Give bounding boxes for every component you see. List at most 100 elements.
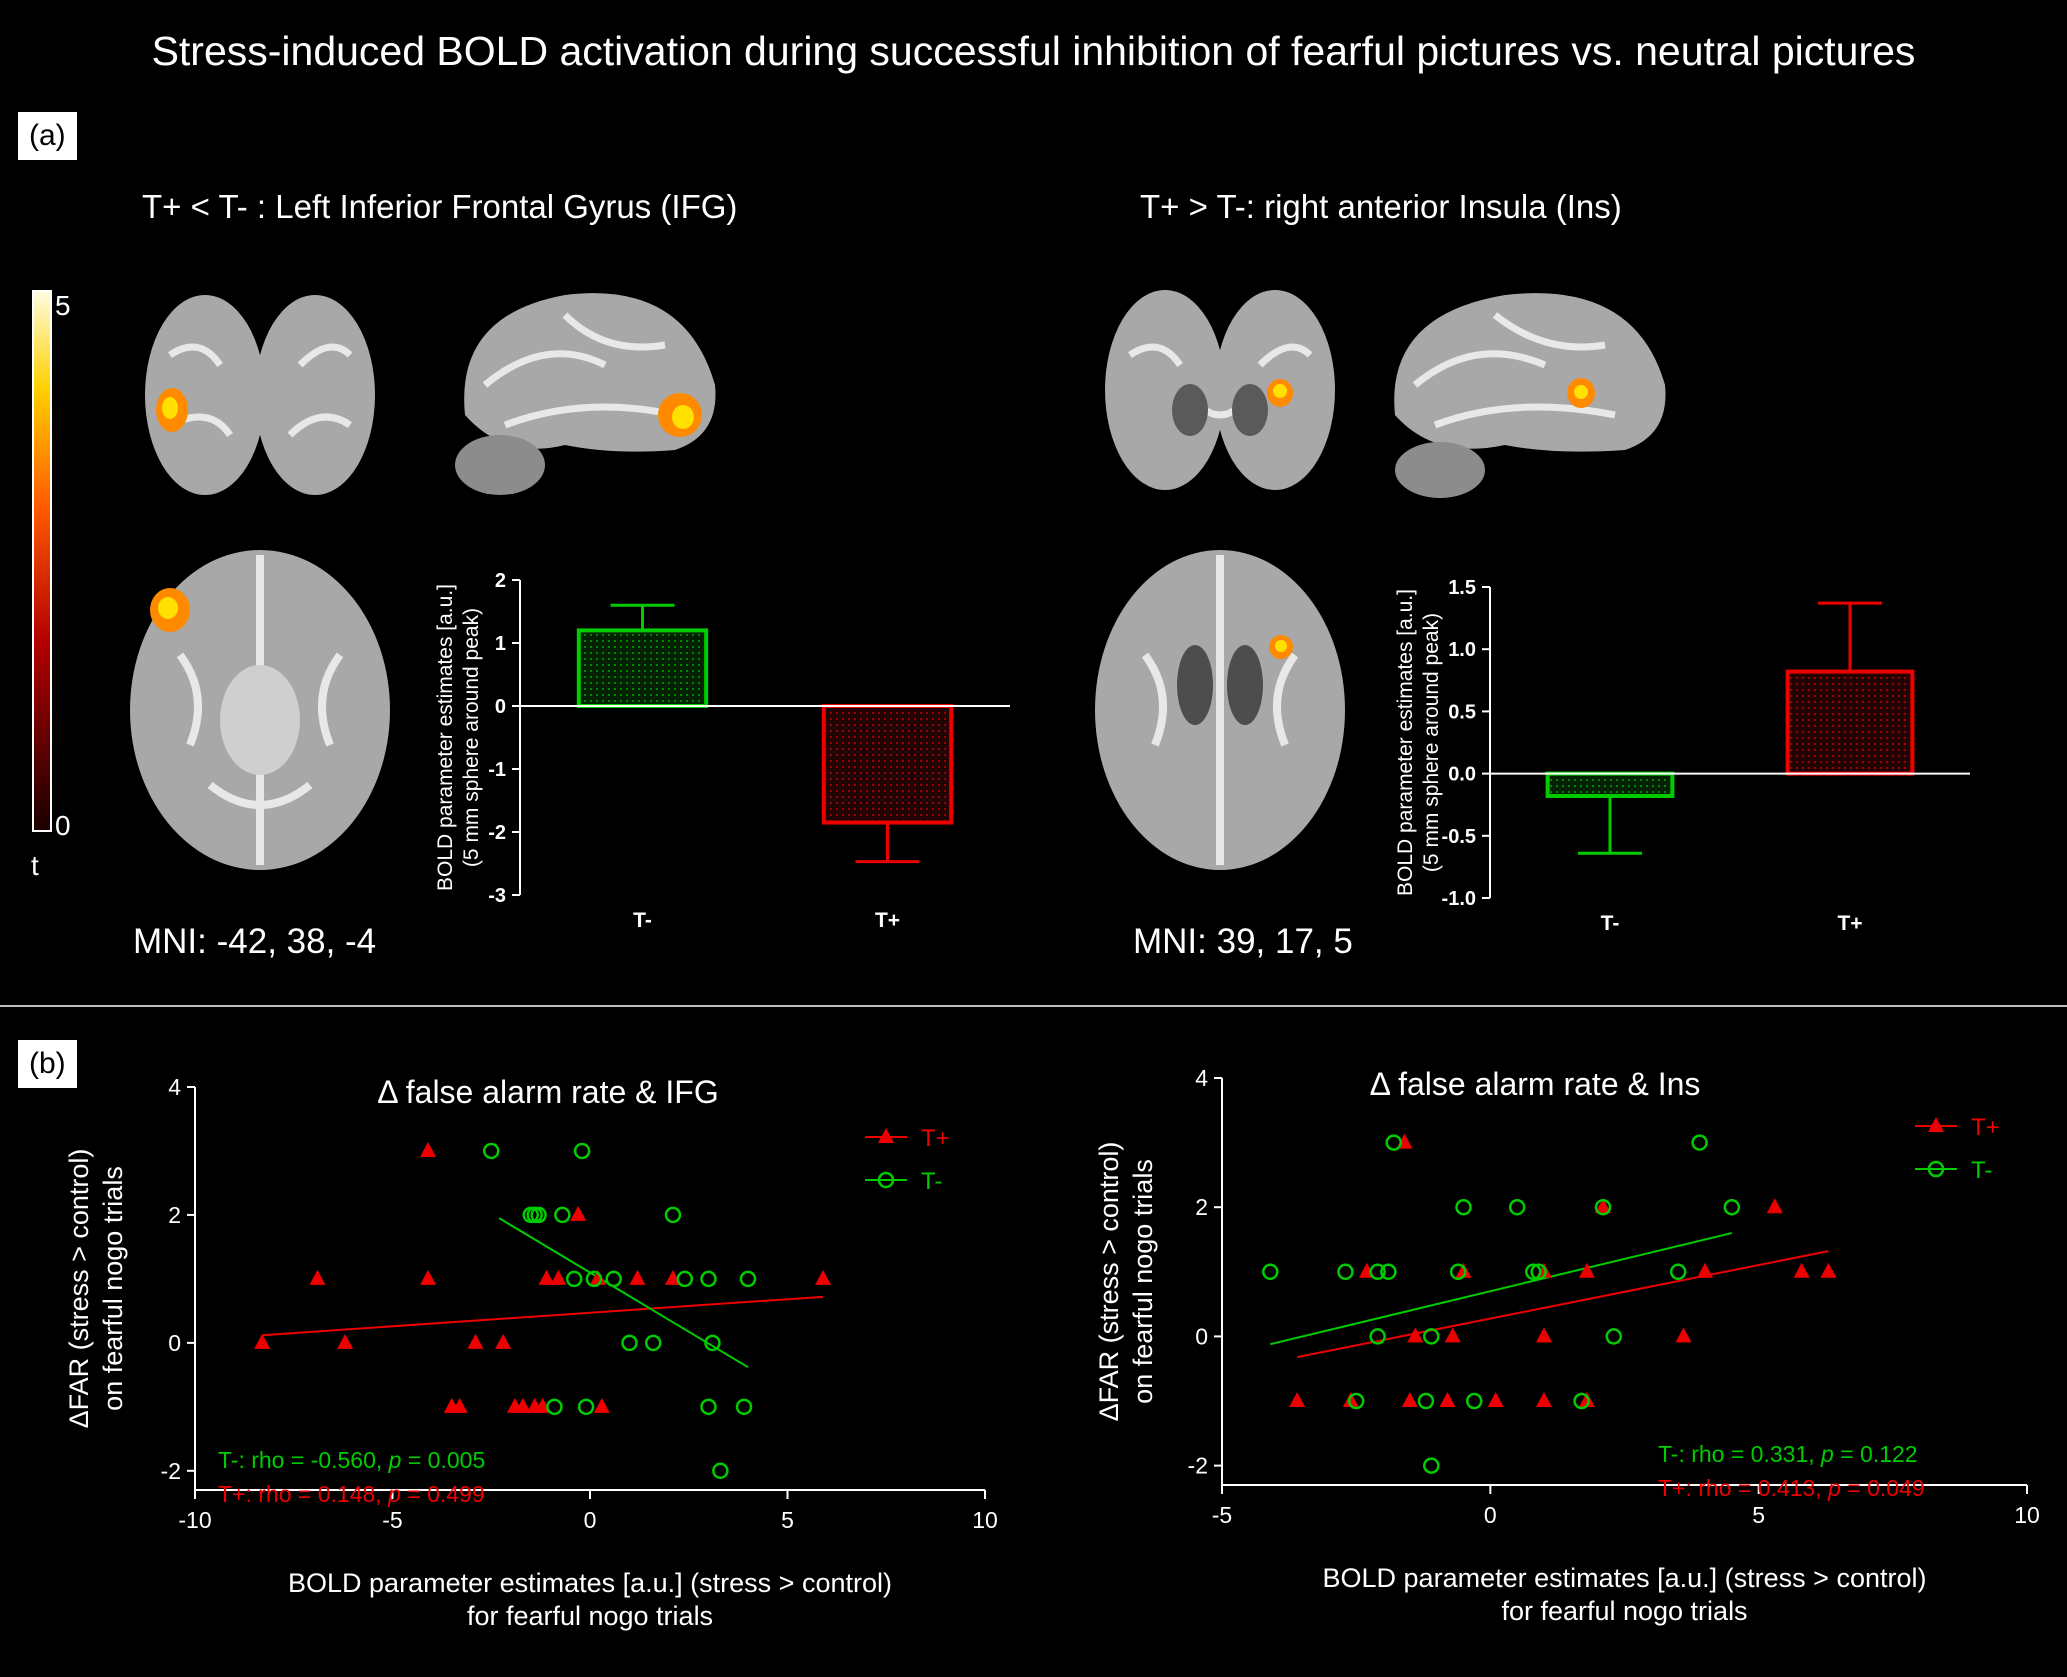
bar-chart-ins: 1.5 1.0 0.5 0.0 -0.5 -1.0 BOLD parameter estim… bbox=[1394, 577, 1970, 935]
data-point-t-plus bbox=[1455, 1262, 1472, 1278]
x-tick-label: -5 bbox=[382, 1507, 402, 1533]
data-point-t-minus bbox=[1594, 1198, 1612, 1216]
stats-t-minus: T-: rho = -0.560, p = 0.005 bbox=[218, 1447, 485, 1473]
brain-sagittal-ins bbox=[1394, 293, 1666, 498]
data-point-t-minus bbox=[1369, 1328, 1386, 1345]
legend-marker-t-minus bbox=[1927, 1160, 1945, 1178]
y-tick-label: -2 bbox=[161, 1458, 181, 1484]
x-tick-label: 0 bbox=[1484, 1502, 1497, 1528]
fit-line-t-plus bbox=[1296, 1250, 1829, 1359]
data-point-t-plus bbox=[593, 1397, 610, 1413]
colorbar-gradient bbox=[32, 290, 52, 832]
data-point-t-minus bbox=[735, 1398, 753, 1416]
x-tick-label: T+ bbox=[875, 909, 900, 932]
data-point-t-plus bbox=[1578, 1262, 1595, 1278]
legend-marker-t-minus bbox=[877, 1171, 895, 1189]
y-tick-label: 0 bbox=[168, 1330, 181, 1356]
panel-a-label: (a) bbox=[18, 112, 77, 160]
data-point-t-minus bbox=[573, 1142, 591, 1160]
data-point-t-minus bbox=[664, 1206, 682, 1224]
data-point-t-plus bbox=[1536, 1327, 1552, 1343]
left-region-title: T+ < T- : Left Inferior Frontal Gyrus (I… bbox=[142, 188, 738, 225]
data-point-t-plus bbox=[420, 1269, 437, 1285]
brain-sagittal-ifg bbox=[455, 293, 716, 495]
colorbar: 5 0 t bbox=[31, 290, 71, 881]
stats-t-minus: T-: rho = 0.331, p = 0.122 bbox=[1658, 1441, 1918, 1467]
y-tick-label: -2 bbox=[488, 822, 506, 844]
panel-b-label: (b) bbox=[18, 1040, 77, 1088]
data-point-t-plus bbox=[1407, 1327, 1424, 1343]
data-point-t-plus bbox=[254, 1333, 271, 1349]
legend-marker-t-plus bbox=[878, 1128, 894, 1143]
y-tick-label: 2 bbox=[1195, 1194, 1208, 1220]
x-axis-label: BOLD parameter estimates [a.u.] (stress … bbox=[1323, 1563, 1927, 1593]
right-region-title: T+ > T-: right anterior Insula (Ins) bbox=[1140, 188, 1622, 225]
brain-axial-ins bbox=[1095, 550, 1345, 870]
scatter-plot-ins: 4 2 0 -2-5 0 5 10 Δ false alarm rate & Ins BOLD … bbox=[1094, 1065, 2040, 1626]
x-tick-label: 0 bbox=[584, 1507, 597, 1533]
x-axis-label-secondary: for fearful nogo trials bbox=[467, 1601, 713, 1631]
y-tick-label: -2 bbox=[1188, 1453, 1208, 1479]
y-axis-label-secondary: on fearful nogo trials bbox=[98, 1166, 128, 1411]
colorbar-variable: t bbox=[31, 850, 39, 881]
data-point-t-minus bbox=[585, 1270, 603, 1288]
y-tick-label: 0.5 bbox=[1448, 701, 1476, 723]
data-point-t-minus bbox=[1423, 1457, 1440, 1474]
y-tick-label: 1 bbox=[495, 633, 506, 655]
bar-t-minus bbox=[1545, 771, 1675, 798]
data-point-t-plus bbox=[1793, 1262, 1810, 1278]
data-point-t-minus bbox=[1573, 1392, 1590, 1410]
stats-t-plus: T+: rho = 0.148, p = 0.499 bbox=[218, 1481, 485, 1507]
y-tick-label: -0.5 bbox=[1442, 826, 1476, 848]
x-tick-label: 10 bbox=[2014, 1502, 2040, 1528]
data-point-t-plus bbox=[815, 1269, 832, 1285]
data-point-t-plus bbox=[514, 1397, 531, 1413]
x-tick-label: 10 bbox=[972, 1507, 998, 1533]
y-tick-label: 2 bbox=[168, 1202, 181, 1228]
data-point-t-minus bbox=[676, 1270, 694, 1288]
data-point-t-plus bbox=[1675, 1327, 1692, 1343]
data-point-t-minus bbox=[526, 1206, 543, 1224]
data-point-t-minus bbox=[1530, 1263, 1547, 1281]
data-point-t-plus bbox=[420, 1141, 437, 1157]
data-point-t-minus bbox=[739, 1270, 757, 1288]
x-axis-label-secondary: for fearful nogo trials bbox=[1501, 1596, 1747, 1626]
data-point-t-minus bbox=[1691, 1134, 1708, 1151]
y-axis-label: BOLD parameter estimates [a.u.] bbox=[1394, 589, 1417, 896]
data-point-t-minus bbox=[1337, 1263, 1354, 1281]
data-point-t-minus bbox=[577, 1398, 595, 1416]
brain-coronal-ins bbox=[1105, 290, 1335, 490]
data-point-t-minus bbox=[1385, 1134, 1402, 1151]
x-tick-label: 5 bbox=[1752, 1502, 1765, 1528]
data-point-t-minus bbox=[700, 1398, 717, 1416]
data-point-t-minus bbox=[1525, 1263, 1542, 1281]
legend-label-t-minus: T- bbox=[1971, 1157, 1992, 1184]
y-tick-label: 1.5 bbox=[1448, 577, 1476, 599]
y-tick-label: 4 bbox=[1195, 1065, 1208, 1091]
data-point-t-plus bbox=[629, 1269, 646, 1285]
y-axis-label-secondary: (5 mm sphere around peak) bbox=[1420, 613, 1443, 872]
panel-divider bbox=[0, 1005, 2067, 1007]
data-point-t-plus bbox=[1766, 1198, 1783, 1214]
data-point-t-minus bbox=[644, 1334, 662, 1352]
figure-title: Stress-induced BOLD activation during su… bbox=[151, 28, 1916, 74]
data-point-t-minus bbox=[700, 1270, 717, 1288]
legend-label-t-plus: T+ bbox=[921, 1125, 950, 1152]
data-point-t-plus bbox=[495, 1333, 512, 1349]
data-point-t-plus bbox=[1487, 1392, 1504, 1408]
y-axis-label: BOLD parameter estimates [a.u.] bbox=[434, 584, 457, 891]
brain-coronal-ifg bbox=[145, 295, 375, 495]
data-point-t-plus bbox=[1444, 1327, 1461, 1343]
colorbar-min: 0 bbox=[55, 810, 71, 841]
data-point-t-plus bbox=[1820, 1262, 1837, 1278]
colorbar-max: 5 bbox=[55, 290, 71, 321]
data-point-t-minus bbox=[1455, 1198, 1472, 1216]
data-point-t-minus bbox=[1262, 1263, 1279, 1281]
data-point-t-minus bbox=[712, 1462, 729, 1480]
data-point-t-plus bbox=[1595, 1198, 1612, 1214]
y-axis-label: ΔFAR (stress > control) bbox=[1094, 1142, 1124, 1422]
data-point-t-minus bbox=[1723, 1198, 1741, 1216]
data-point-t-minus bbox=[621, 1334, 638, 1352]
y-axis-label: ΔFAR (stress > control) bbox=[64, 1149, 94, 1429]
legend-label-t-minus: T- bbox=[921, 1168, 942, 1195]
